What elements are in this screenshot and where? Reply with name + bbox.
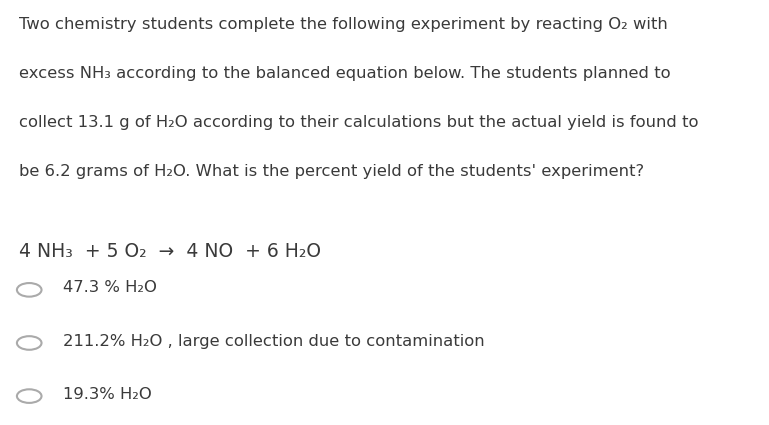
Text: 4 NH₃  + 5 O₂  →  4 NO  + 6 H₂O: 4 NH₃ + 5 O₂ → 4 NO + 6 H₂O bbox=[19, 242, 321, 261]
Text: 19.3% H₂O: 19.3% H₂O bbox=[63, 387, 151, 402]
Text: Two chemistry students complete the following experiment by reacting O₂ with: Two chemistry students complete the foll… bbox=[19, 17, 668, 32]
Text: 211.2% H₂O , large collection due to contamination: 211.2% H₂O , large collection due to con… bbox=[63, 334, 484, 348]
Text: be 6.2 grams of H₂O. What is the percent yield of the students' experiment?: be 6.2 grams of H₂O. What is the percent… bbox=[19, 164, 644, 178]
Text: excess NH₃ according to the balanced equation below. The students planned to: excess NH₃ according to the balanced equ… bbox=[19, 66, 671, 81]
Text: collect 13.1 g of H₂O according to their calculations but the actual yield is fo: collect 13.1 g of H₂O according to their… bbox=[19, 115, 699, 130]
Text: 47.3 % H₂O: 47.3 % H₂O bbox=[63, 280, 157, 295]
